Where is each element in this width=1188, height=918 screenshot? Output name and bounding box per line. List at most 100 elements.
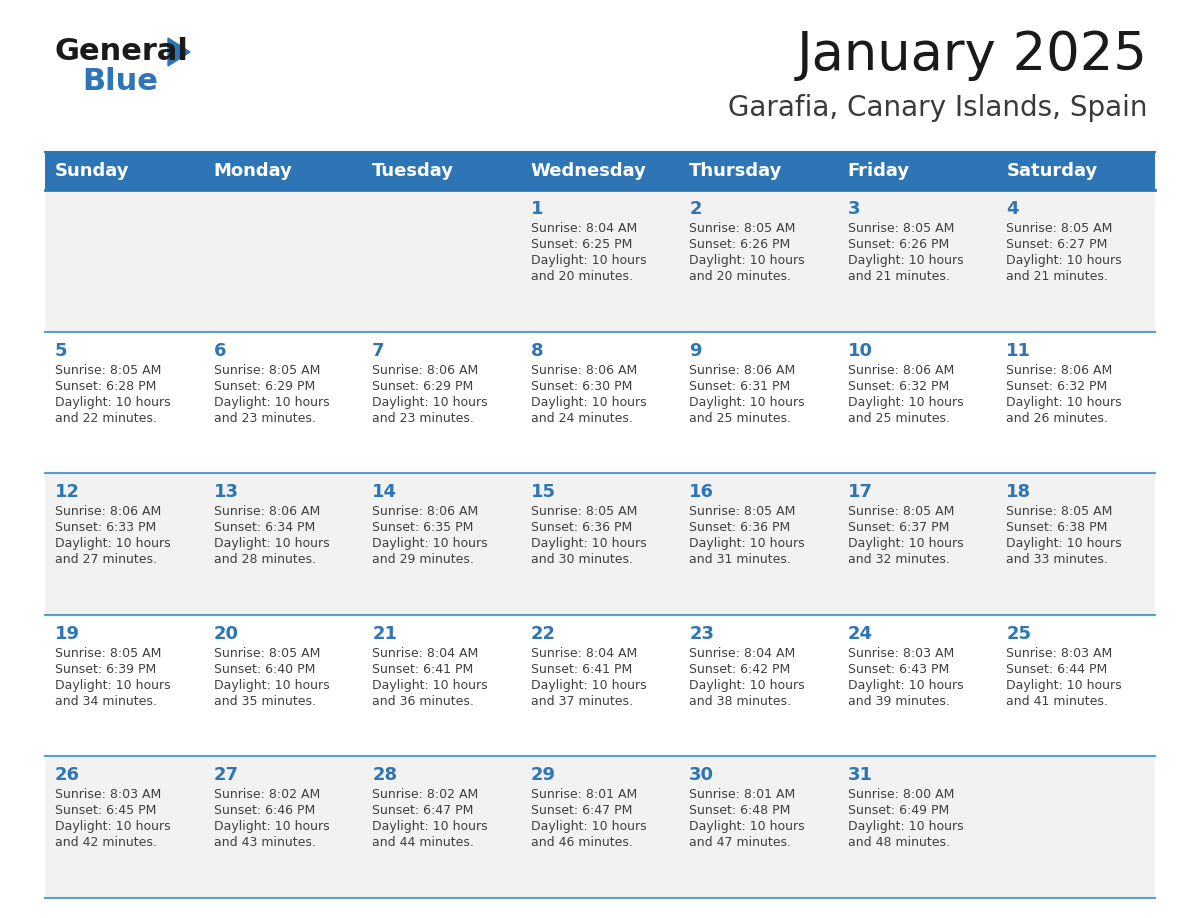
Bar — [997, 331, 1155, 473]
Text: Daylight: 10 hours: Daylight: 10 hours — [55, 396, 171, 409]
Bar — [997, 152, 1155, 190]
Bar — [997, 473, 1155, 615]
Bar — [838, 473, 997, 615]
Text: Tuesday: Tuesday — [372, 162, 454, 180]
Text: Sunset: 6:37 PM: Sunset: 6:37 PM — [848, 521, 949, 534]
Bar — [520, 331, 680, 473]
Text: 18: 18 — [1006, 483, 1031, 501]
Text: Saturday: Saturday — [1006, 162, 1098, 180]
Bar — [203, 615, 362, 756]
Text: Daylight: 10 hours: Daylight: 10 hours — [848, 678, 963, 692]
Text: 6: 6 — [214, 341, 226, 360]
Text: Daylight: 10 hours: Daylight: 10 hours — [689, 537, 805, 550]
Text: and 25 minutes.: and 25 minutes. — [848, 411, 950, 425]
Text: and 26 minutes.: and 26 minutes. — [1006, 411, 1108, 425]
Text: 10: 10 — [848, 341, 873, 360]
Bar — [362, 615, 520, 756]
Text: January 2025: January 2025 — [797, 29, 1148, 81]
Text: Daylight: 10 hours: Daylight: 10 hours — [214, 537, 329, 550]
Text: Blue: Blue — [82, 68, 158, 96]
Text: Sunrise: 8:05 AM: Sunrise: 8:05 AM — [1006, 505, 1113, 518]
Bar — [838, 615, 997, 756]
Text: 30: 30 — [689, 767, 714, 784]
Text: Daylight: 10 hours: Daylight: 10 hours — [848, 537, 963, 550]
Text: Sunset: 6:38 PM: Sunset: 6:38 PM — [1006, 521, 1107, 534]
Text: 24: 24 — [848, 625, 873, 643]
Bar — [680, 152, 838, 190]
Text: and 27 minutes.: and 27 minutes. — [55, 554, 157, 566]
Text: Sunrise: 8:03 AM: Sunrise: 8:03 AM — [55, 789, 162, 801]
Text: 8: 8 — [531, 341, 543, 360]
Text: Sunset: 6:41 PM: Sunset: 6:41 PM — [372, 663, 473, 676]
Text: Sunset: 6:36 PM: Sunset: 6:36 PM — [689, 521, 790, 534]
Text: and 25 minutes.: and 25 minutes. — [689, 411, 791, 425]
Text: and 30 minutes.: and 30 minutes. — [531, 554, 633, 566]
Text: 25: 25 — [1006, 625, 1031, 643]
Text: Sunrise: 8:06 AM: Sunrise: 8:06 AM — [531, 364, 637, 376]
Text: Sunset: 6:27 PM: Sunset: 6:27 PM — [1006, 238, 1107, 251]
Text: Sunset: 6:43 PM: Sunset: 6:43 PM — [848, 663, 949, 676]
Text: Daylight: 10 hours: Daylight: 10 hours — [689, 678, 805, 692]
Text: Daylight: 10 hours: Daylight: 10 hours — [848, 821, 963, 834]
Bar — [45, 756, 203, 898]
Text: Sunrise: 8:05 AM: Sunrise: 8:05 AM — [531, 505, 637, 518]
Text: Sunset: 6:29 PM: Sunset: 6:29 PM — [372, 380, 473, 393]
Text: 11: 11 — [1006, 341, 1031, 360]
Bar — [362, 152, 520, 190]
Text: Sunrise: 8:01 AM: Sunrise: 8:01 AM — [531, 789, 637, 801]
Bar — [203, 331, 362, 473]
Text: Sunset: 6:30 PM: Sunset: 6:30 PM — [531, 380, 632, 393]
Text: and 21 minutes.: and 21 minutes. — [848, 270, 949, 283]
Text: Sunrise: 8:06 AM: Sunrise: 8:06 AM — [1006, 364, 1113, 376]
Bar — [203, 473, 362, 615]
Bar — [997, 756, 1155, 898]
Text: Sunrise: 8:05 AM: Sunrise: 8:05 AM — [214, 647, 320, 660]
Text: 20: 20 — [214, 625, 239, 643]
Text: Sunrise: 8:05 AM: Sunrise: 8:05 AM — [848, 222, 954, 235]
Text: and 48 minutes.: and 48 minutes. — [848, 836, 950, 849]
Text: Sunrise: 8:04 AM: Sunrise: 8:04 AM — [531, 647, 637, 660]
Text: 19: 19 — [55, 625, 80, 643]
Text: Daylight: 10 hours: Daylight: 10 hours — [689, 254, 805, 267]
Text: Sunset: 6:42 PM: Sunset: 6:42 PM — [689, 663, 790, 676]
Text: Sunrise: 8:06 AM: Sunrise: 8:06 AM — [372, 364, 479, 376]
Text: 29: 29 — [531, 767, 556, 784]
Text: Sunrise: 8:00 AM: Sunrise: 8:00 AM — [848, 789, 954, 801]
Bar — [45, 152, 203, 190]
Text: and 24 minutes.: and 24 minutes. — [531, 411, 632, 425]
Text: and 46 minutes.: and 46 minutes. — [531, 836, 632, 849]
Text: 27: 27 — [214, 767, 239, 784]
Text: Sunset: 6:32 PM: Sunset: 6:32 PM — [848, 380, 949, 393]
Text: 26: 26 — [55, 767, 80, 784]
Text: Sunrise: 8:05 AM: Sunrise: 8:05 AM — [55, 647, 162, 660]
Text: Sunrise: 8:02 AM: Sunrise: 8:02 AM — [214, 789, 320, 801]
Bar — [45, 190, 203, 331]
Text: and 21 minutes.: and 21 minutes. — [1006, 270, 1108, 283]
Bar — [680, 190, 838, 331]
Text: and 42 minutes.: and 42 minutes. — [55, 836, 157, 849]
Bar — [45, 331, 203, 473]
Text: Sunset: 6:29 PM: Sunset: 6:29 PM — [214, 380, 315, 393]
Bar — [520, 756, 680, 898]
Bar — [838, 331, 997, 473]
Text: Sunset: 6:47 PM: Sunset: 6:47 PM — [531, 804, 632, 817]
Bar — [362, 331, 520, 473]
Text: Daylight: 10 hours: Daylight: 10 hours — [1006, 537, 1121, 550]
Text: Sunrise: 8:04 AM: Sunrise: 8:04 AM — [531, 222, 637, 235]
Text: Sunset: 6:40 PM: Sunset: 6:40 PM — [214, 663, 315, 676]
Text: Daylight: 10 hours: Daylight: 10 hours — [531, 537, 646, 550]
Text: and 47 minutes.: and 47 minutes. — [689, 836, 791, 849]
Text: Daylight: 10 hours: Daylight: 10 hours — [848, 396, 963, 409]
Text: 5: 5 — [55, 341, 68, 360]
Text: 15: 15 — [531, 483, 556, 501]
Bar — [680, 756, 838, 898]
Bar — [203, 190, 362, 331]
Text: Daylight: 10 hours: Daylight: 10 hours — [531, 821, 646, 834]
Text: Sunset: 6:49 PM: Sunset: 6:49 PM — [848, 804, 949, 817]
Text: Daylight: 10 hours: Daylight: 10 hours — [1006, 678, 1121, 692]
Text: Sunset: 6:36 PM: Sunset: 6:36 PM — [531, 521, 632, 534]
Text: 13: 13 — [214, 483, 239, 501]
Text: Sunrise: 8:05 AM: Sunrise: 8:05 AM — [848, 505, 954, 518]
Bar — [520, 615, 680, 756]
Text: 9: 9 — [689, 341, 702, 360]
